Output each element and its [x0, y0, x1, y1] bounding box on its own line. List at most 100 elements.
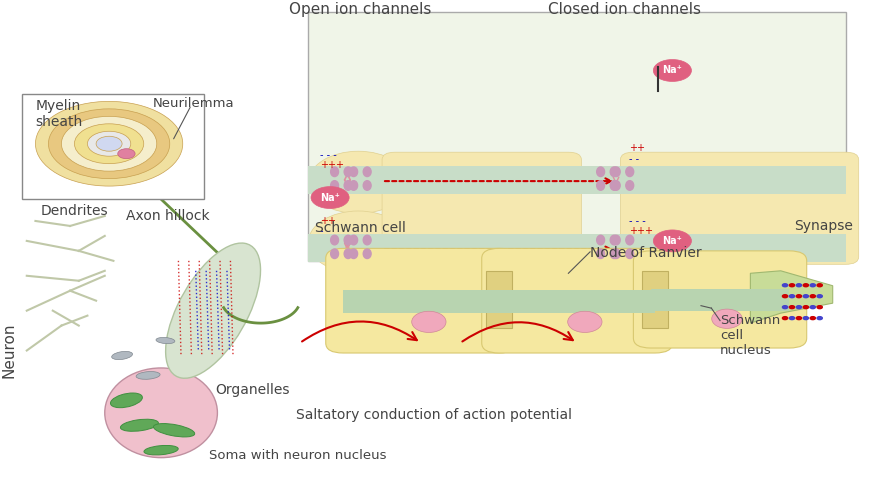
Ellipse shape: [610, 235, 618, 245]
Ellipse shape: [330, 235, 339, 245]
Ellipse shape: [144, 446, 178, 455]
Ellipse shape: [349, 180, 357, 190]
Ellipse shape: [567, 312, 602, 332]
Circle shape: [653, 230, 692, 252]
Circle shape: [817, 284, 822, 286]
Ellipse shape: [349, 235, 357, 245]
Ellipse shape: [597, 235, 605, 245]
Text: Closed ion channels: Closed ion channels: [548, 2, 701, 16]
Circle shape: [75, 124, 143, 164]
Ellipse shape: [349, 167, 357, 176]
Circle shape: [118, 148, 135, 158]
Circle shape: [817, 316, 822, 320]
Ellipse shape: [112, 352, 132, 360]
Text: - - -: - - -: [320, 150, 336, 160]
Circle shape: [789, 294, 794, 298]
Circle shape: [96, 136, 122, 151]
Ellipse shape: [363, 249, 371, 258]
Circle shape: [88, 132, 130, 156]
Ellipse shape: [344, 167, 352, 176]
Ellipse shape: [344, 180, 352, 190]
Ellipse shape: [105, 368, 217, 458]
Circle shape: [789, 306, 794, 308]
Text: Node of Ranvier: Node of Ranvier: [590, 246, 701, 260]
Circle shape: [789, 284, 794, 286]
Text: Myelin
sheath: Myelin sheath: [36, 98, 83, 129]
Circle shape: [782, 294, 787, 298]
Circle shape: [803, 306, 808, 308]
Text: ++: ++: [320, 216, 335, 226]
Text: Neurilemma: Neurilemma: [152, 98, 234, 110]
Ellipse shape: [613, 167, 620, 176]
Circle shape: [817, 306, 822, 308]
FancyBboxPatch shape: [308, 166, 846, 194]
Ellipse shape: [330, 167, 339, 176]
FancyBboxPatch shape: [499, 290, 655, 314]
Text: - - -: - - -: [629, 216, 646, 226]
Ellipse shape: [626, 180, 634, 190]
Ellipse shape: [597, 180, 605, 190]
Ellipse shape: [363, 167, 371, 176]
FancyBboxPatch shape: [326, 248, 516, 353]
Circle shape: [810, 306, 815, 308]
Circle shape: [782, 306, 787, 308]
Circle shape: [49, 109, 169, 178]
Text: Schwann cell: Schwann cell: [315, 222, 406, 235]
Circle shape: [782, 316, 787, 320]
Ellipse shape: [330, 180, 339, 190]
Text: - -: - -: [320, 226, 330, 236]
Text: Soma with neuron nucleus: Soma with neuron nucleus: [209, 448, 386, 462]
Ellipse shape: [613, 180, 620, 190]
FancyBboxPatch shape: [23, 94, 204, 198]
Text: Na⁺: Na⁺: [320, 192, 340, 202]
Ellipse shape: [613, 235, 620, 245]
Circle shape: [817, 294, 822, 298]
FancyBboxPatch shape: [651, 290, 789, 311]
Ellipse shape: [610, 249, 618, 258]
Ellipse shape: [412, 312, 446, 332]
FancyBboxPatch shape: [620, 152, 859, 264]
Text: Saltatory conduction of action potential: Saltatory conduction of action potential: [296, 408, 572, 422]
Ellipse shape: [154, 424, 195, 437]
Circle shape: [653, 60, 692, 82]
Circle shape: [796, 306, 801, 308]
Ellipse shape: [344, 249, 352, 258]
Text: ++: ++: [629, 143, 645, 153]
Ellipse shape: [363, 235, 371, 245]
Circle shape: [36, 102, 182, 186]
Circle shape: [810, 316, 815, 320]
Text: - -: - -: [629, 154, 640, 164]
FancyBboxPatch shape: [308, 12, 846, 261]
Ellipse shape: [597, 167, 605, 176]
Circle shape: [803, 284, 808, 286]
FancyBboxPatch shape: [481, 248, 673, 353]
FancyBboxPatch shape: [642, 271, 668, 328]
Circle shape: [810, 294, 815, 298]
Ellipse shape: [166, 243, 261, 378]
Ellipse shape: [626, 235, 634, 245]
Ellipse shape: [610, 180, 618, 190]
Text: +++: +++: [320, 160, 343, 170]
Text: +++: +++: [629, 226, 653, 236]
FancyBboxPatch shape: [382, 152, 581, 264]
Ellipse shape: [626, 167, 634, 176]
Ellipse shape: [136, 372, 160, 380]
Ellipse shape: [363, 180, 371, 190]
Ellipse shape: [349, 249, 357, 258]
Text: Dendrites: Dendrites: [41, 204, 109, 218]
FancyBboxPatch shape: [634, 251, 806, 348]
Circle shape: [803, 316, 808, 320]
Ellipse shape: [121, 419, 158, 432]
Ellipse shape: [626, 249, 634, 258]
Ellipse shape: [308, 151, 408, 214]
Circle shape: [782, 284, 787, 286]
Ellipse shape: [344, 235, 352, 245]
Circle shape: [796, 316, 801, 320]
Polygon shape: [750, 271, 833, 323]
Text: Na⁺: Na⁺: [662, 66, 682, 76]
Circle shape: [796, 284, 801, 286]
Circle shape: [311, 186, 349, 208]
Text: Na⁺: Na⁺: [662, 236, 682, 246]
Ellipse shape: [597, 249, 605, 258]
Circle shape: [803, 294, 808, 298]
